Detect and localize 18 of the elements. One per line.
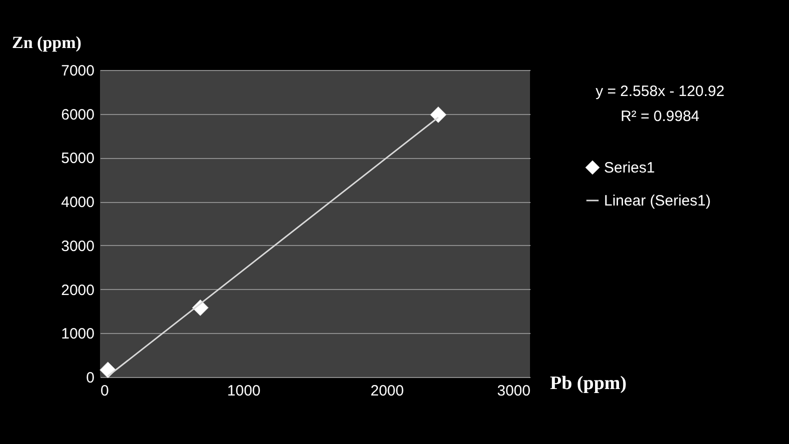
text: R² = 0.9984 [620,108,700,125]
y-tick-label: 2000 [61,282,94,299]
y-axis-title: Zn (ppm) [12,33,82,52]
y-tick-label: 3000 [61,238,94,255]
y-tick-label: 1000 [61,326,94,343]
x-tick-label: 0 [100,382,109,400]
y-tick-label: 5000 [61,150,94,168]
x-tick-label: 3000 [497,382,530,400]
legend-label: Linear (Series1) [604,192,711,210]
legend-label: Series1 [604,160,655,176]
text: y = 2.558x - 120.92 [596,83,724,100]
y-tick-label: 7000 [61,62,94,80]
y-tick-label: 0 [86,370,94,386]
x-axis-title: Pb (ppm) [550,373,627,394]
x-tick-label: 2000 [370,382,404,400]
x-tick-label: 1000 [227,382,261,400]
y-tick-label: 4000 [61,194,94,212]
y-tick-label: 6000 [61,106,94,124]
